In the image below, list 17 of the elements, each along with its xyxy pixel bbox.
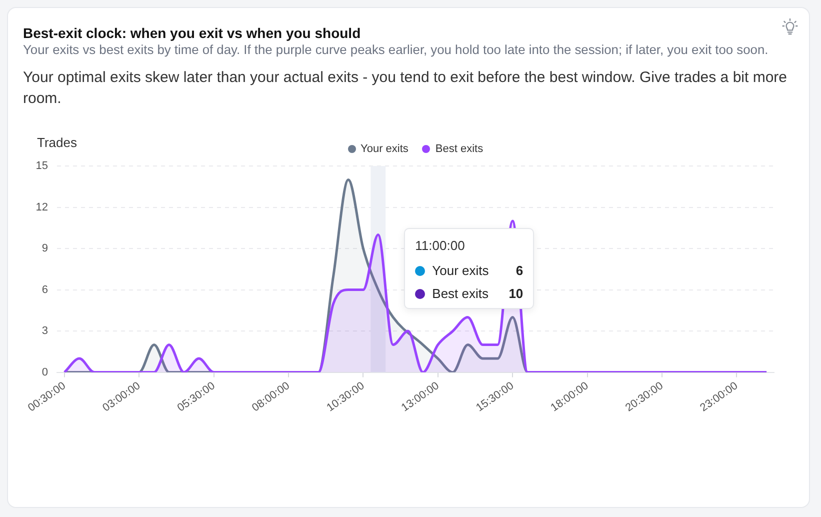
legend-label: Your exits bbox=[360, 143, 408, 155]
y-tick-label: 6 bbox=[42, 284, 48, 296]
y-tick-label: 3 bbox=[42, 325, 48, 338]
text: Your optimal exits skew later than your actual exits - you tend to exit before the best window. Give trades a bit more room. bbox=[23, 68, 788, 109]
chart-subtitle: Your exits vs best exits by time of day. If the purple curve peaks earlier, you hold too late into the session; if later, you exit too soon. bbox=[23, 42, 768, 57]
annotation: 10 bbox=[508, 286, 524, 302]
annotation: 6 bbox=[516, 263, 524, 278]
y-tick-label: 15 bbox=[36, 160, 48, 172]
y-axis-title: Trades bbox=[37, 135, 77, 150]
text: Your exits bbox=[432, 263, 489, 278]
legend-label: Best exits bbox=[435, 143, 484, 155]
annotation: 11:00:00 bbox=[415, 237, 466, 254]
text: Best exits bbox=[432, 286, 489, 302]
y-tick-label: 9 bbox=[42, 242, 48, 255]
y-tick-label: 0 bbox=[42, 366, 48, 378]
y-tick-label: 12 bbox=[36, 201, 48, 214]
chart-title: Best-exit clock: when you exit vs when you should bbox=[23, 25, 361, 41]
